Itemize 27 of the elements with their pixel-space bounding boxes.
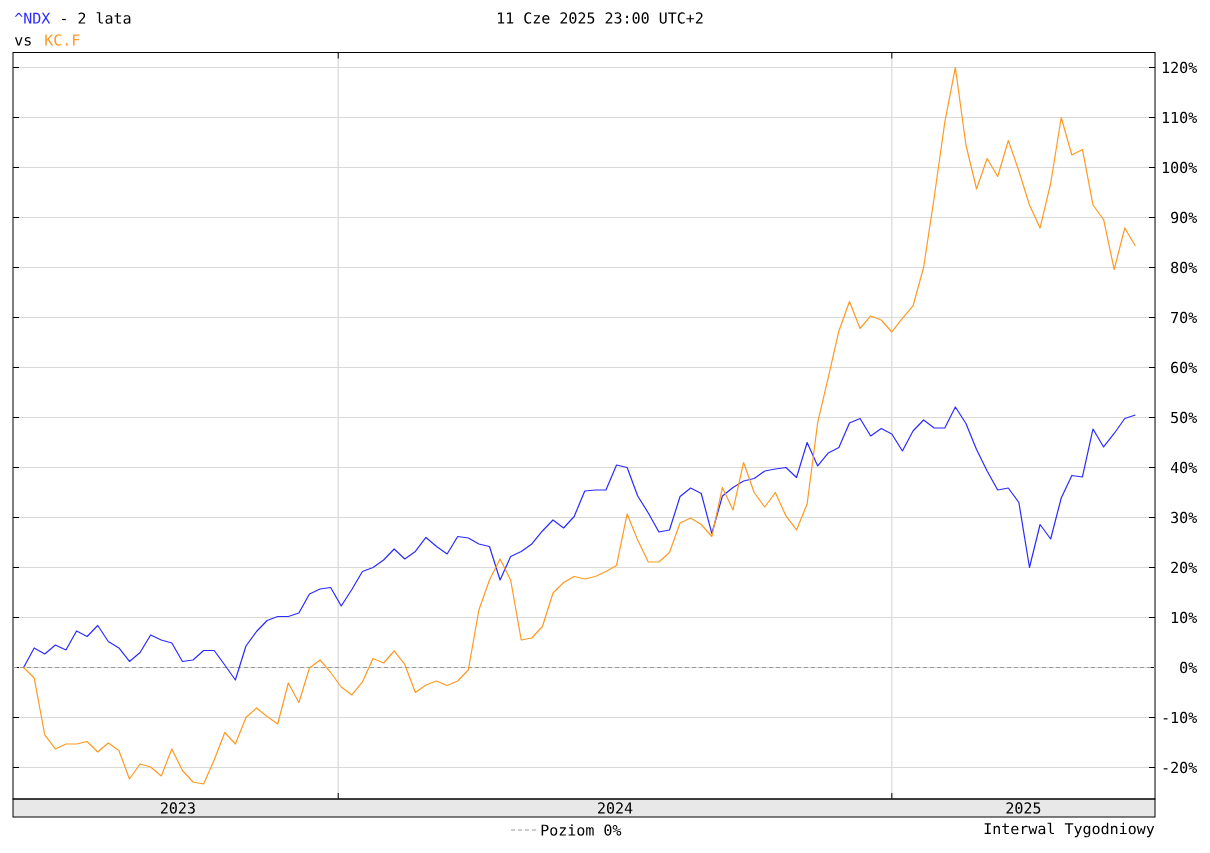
legend-label: Poziom 0% [541, 824, 622, 836]
y-tick-label: 100% [1162, 161, 1197, 174]
y-tick-label: -10% [1163, 711, 1197, 724]
y-tick-label: 40% [1170, 461, 1197, 474]
x-tick-label: 2025 [1006, 802, 1041, 814]
y-tick-label: 30% [1171, 511, 1197, 524]
text: vs [14, 37, 31, 46]
x-tick-label: 2023 [160, 802, 195, 814]
y-tick-label: 80% [1171, 261, 1197, 274]
y-tick-label: -20% [1163, 761, 1197, 774]
y-tick-label: 60% [1171, 361, 1197, 374]
y-tick-label: 20% [1171, 561, 1197, 574]
chart-title: - 2 lata [61, 12, 131, 24]
text: ^NDX [14, 12, 51, 24]
y-tick-label: 50% [1171, 411, 1197, 424]
line-series [23, 66, 1136, 785]
text: 11 Cze 2025 23:00 UTC+2 [497, 12, 703, 24]
y-tick-label: 0% [1180, 661, 1197, 674]
line-series [23, 406, 1136, 681]
x-tick-label: 2024 [598, 802, 633, 814]
y-tick-label: 70% [1171, 311, 1197, 324]
y-tick-label: 110% [1162, 111, 1197, 124]
y-tick-label: 10% [1171, 611, 1197, 624]
text: KC.F [45, 34, 80, 46]
text: Interwal Tygodniowy [984, 822, 1155, 838]
y-tick-label: 90% [1171, 211, 1197, 224]
y-tick-label: 120% [1162, 61, 1197, 74]
